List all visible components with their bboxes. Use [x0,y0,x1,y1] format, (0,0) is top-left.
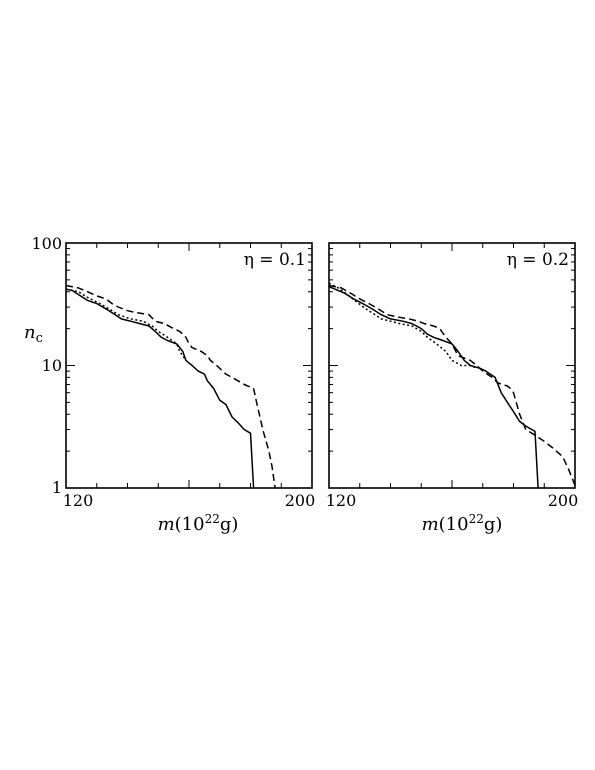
plot-frame [328,242,576,489]
x-tick-label-200: 200 [548,491,579,510]
plot-frame [65,242,313,489]
panel-eta-0-1: η = 0.1 100 10 1 120 200 nc m(1022g) [24,234,315,535]
x-axis-label: m(1022g) [422,512,503,535]
series-layer [328,282,576,489]
series-dotted [328,282,477,369]
series-dotted [65,288,187,361]
x-tick-label-200: 200 [285,491,316,510]
y-tick-label-100: 100 [31,234,62,253]
series-dashed [65,284,276,489]
series-layer [65,284,276,489]
y-axis-label: nc [24,322,43,346]
panel-label: η = 0.2 [507,250,569,270]
x-tick-label-120: 120 [63,491,94,510]
y-tick-label-10: 10 [42,356,62,375]
tick-marks [65,242,313,489]
series-solid [328,286,539,489]
tick-marks [328,242,576,489]
panel-eta-0-2: η = 0.2 120 200 m(1022g) [326,242,579,535]
x-axis-label: m(1022g) [158,512,239,535]
series-solid [65,288,255,489]
panel-label: η = 0.1 [244,250,306,270]
x-tick-label-120: 120 [326,491,357,510]
series-dashed [328,284,576,486]
y-tick-label-1: 1 [52,478,62,497]
